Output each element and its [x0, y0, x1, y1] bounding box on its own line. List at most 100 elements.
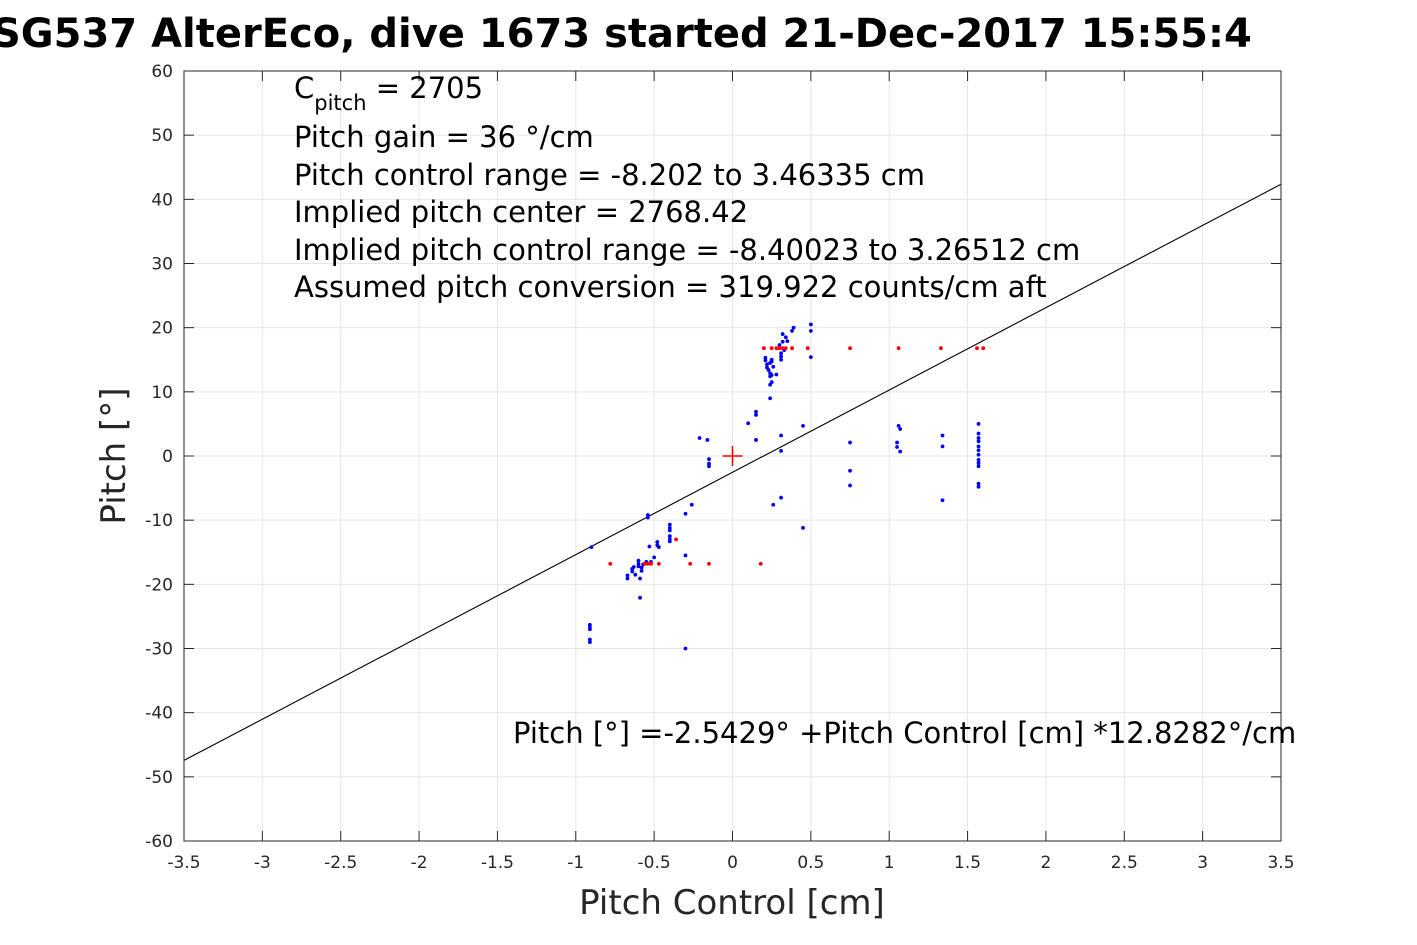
implied-pitch-center-annotation: Implied pitch center = 2768.42: [294, 195, 748, 229]
data-point: [808, 328, 813, 333]
data-point: [639, 565, 644, 570]
c-pitch-prefix: C: [294, 71, 314, 105]
data-point: [790, 346, 794, 351]
data-point: [765, 362, 769, 367]
data-point: [649, 561, 653, 566]
x-tick-label: -2: [411, 853, 428, 873]
c-pitch-subscript: pitch: [314, 91, 366, 115]
x-tick-label: 2: [1041, 853, 1052, 873]
x-tick-label: -3: [254, 853, 271, 873]
pitch-control-range-annotation: Pitch control range = -8.202 to 3.46335 …: [294, 158, 925, 192]
data-point: [976, 448, 981, 453]
y-tick-label: 50: [151, 126, 173, 146]
x-tick-label: -0.5: [638, 853, 671, 873]
data-point: [754, 413, 758, 417]
data-point: [896, 346, 901, 351]
data-point: [848, 483, 852, 488]
x-tick-label: 1.5: [954, 853, 981, 873]
data-point: [758, 561, 763, 566]
y-tick-label: -60: [145, 832, 173, 852]
y-tick-label: 30: [151, 255, 173, 275]
data-point: [667, 528, 672, 533]
data-point: [848, 468, 852, 473]
y-tick-label: 0: [162, 447, 173, 467]
data-point: [981, 346, 986, 351]
data-point: [976, 439, 981, 444]
y-tick-label: 10: [151, 383, 173, 403]
data-point: [746, 421, 751, 426]
data-point: [768, 396, 773, 401]
data-point: [791, 325, 796, 330]
data-point: [976, 452, 981, 457]
series-1: [608, 346, 986, 566]
x-tick-label: 1: [884, 853, 895, 873]
y-tick-label: 40: [151, 190, 173, 210]
c-pitch-annotation: Cpitch = 2705: [294, 71, 483, 115]
data-point: [774, 346, 779, 351]
y-tick-label: -10: [145, 511, 173, 531]
data-point: [769, 380, 774, 385]
data-point: [638, 595, 642, 600]
data-point: [785, 339, 790, 344]
data-point: [779, 357, 783, 362]
y-tick-label: -50: [145, 768, 173, 788]
data-points: [587, 322, 986, 651]
data-point: [587, 640, 592, 644]
y-axis-label: Pitch [°]: [94, 387, 134, 524]
pitch-conversion-annotation: Assumed pitch conversion = 319.922 count…: [294, 270, 1047, 304]
data-point: [896, 423, 901, 428]
data-point: [940, 498, 945, 503]
data-point: [940, 444, 945, 449]
data-point: [808, 322, 813, 327]
data-point: [848, 346, 852, 351]
data-point: [976, 481, 981, 486]
fit-line-group: [183, 183, 1282, 761]
data-point: [976, 484, 981, 489]
data-point: [645, 515, 650, 520]
data-point: [639, 568, 644, 573]
data-point: [771, 364, 776, 369]
data-point: [656, 545, 661, 550]
data-point: [976, 431, 981, 436]
data-point: [774, 372, 779, 377]
data-point: [769, 346, 774, 351]
center-marker: [722, 446, 743, 466]
data-point: [976, 464, 981, 469]
data-point: [707, 561, 711, 566]
data-point: [683, 646, 688, 651]
data-point: [707, 464, 711, 469]
x-tick-label: 0: [727, 853, 738, 873]
data-point: [780, 346, 785, 351]
data-point: [667, 522, 672, 527]
data-point: [779, 433, 783, 438]
chart-title: SG537 AlterEco, dive 1673 started 21-Dec…: [0, 11, 1252, 57]
data-point: [625, 573, 630, 578]
data-point: [976, 422, 981, 426]
data-point: [777, 346, 782, 351]
grid-lines: [183, 70, 1282, 842]
data-point: [939, 346, 943, 351]
data-point: [766, 368, 771, 372]
x-tick-label: -1: [567, 853, 584, 873]
x-tick-label: 3: [1197, 853, 1208, 873]
data-point: [777, 343, 782, 347]
data-point: [587, 627, 592, 632]
data-point: [636, 564, 641, 569]
fit-equation: Pitch [°] =-2.5429° +Pitch Control [cm] …: [513, 716, 1296, 750]
data-point: [683, 553, 688, 558]
data-point: [783, 335, 788, 340]
y-tick-label: 20: [151, 319, 173, 339]
x-tick-labels: -3.5 -3 -2.5 -2 -1.5 -1 -0.5 0 0.5 1 1.5 2 2.5 3 3.5: [167, 853, 1294, 873]
data-point: [667, 534, 672, 539]
data-point: [647, 544, 652, 549]
x-tick-label: 2.5: [1111, 853, 1138, 873]
x-tick-label: -1.5: [481, 853, 514, 873]
data-point: [608, 561, 613, 566]
data-point: [975, 346, 979, 351]
data-point: [754, 409, 758, 414]
data-point: [705, 438, 710, 442]
data-point: [898, 449, 903, 454]
data-point: [642, 561, 647, 566]
